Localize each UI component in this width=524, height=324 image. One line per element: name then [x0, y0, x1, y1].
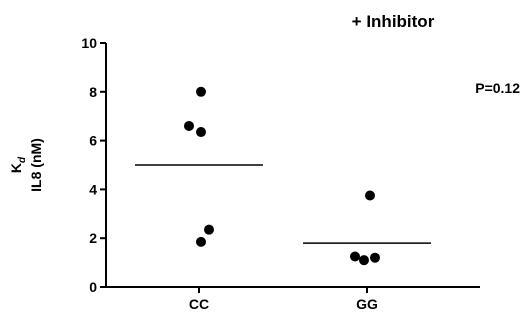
- y-tick-label: 10: [81, 35, 97, 51]
- data-point: [359, 255, 369, 266]
- y-axis-label: Kd IL8 (nM): [8, 138, 44, 192]
- mean-lines: [135, 164, 431, 244]
- y-tick-label: 4: [89, 181, 97, 197]
- data-point: [184, 120, 194, 131]
- y-tick-label: 0: [89, 279, 97, 295]
- data-point: [350, 251, 360, 262]
- y-tick-label: 6: [89, 133, 97, 149]
- data-points: [184, 86, 380, 266]
- y-ticks: 0 2 4 6 8 10: [81, 35, 106, 295]
- svg-text:Kd: Kd: [8, 156, 28, 173]
- y-tick-label: 2: [89, 230, 97, 246]
- y-tick-label: 8: [89, 84, 97, 100]
- y-axis-label-k: K: [8, 163, 24, 173]
- data-point: [196, 86, 206, 97]
- data-point: [365, 190, 375, 201]
- x-ticks: CC GG: [189, 287, 378, 312]
- chart-title: + Inhibitor: [352, 12, 435, 31]
- data-point: [196, 236, 206, 247]
- x-tick-label: GG: [356, 296, 378, 312]
- x-tick-label: CC: [189, 296, 209, 312]
- data-point: [370, 252, 380, 263]
- y-axis-label-unit: IL8 (nM): [28, 138, 44, 192]
- p-value-annotation: P=0.12: [475, 80, 520, 96]
- data-point: [196, 127, 206, 138]
- y-axis-label-subscript: d: [17, 156, 28, 163]
- data-point: [204, 224, 214, 235]
